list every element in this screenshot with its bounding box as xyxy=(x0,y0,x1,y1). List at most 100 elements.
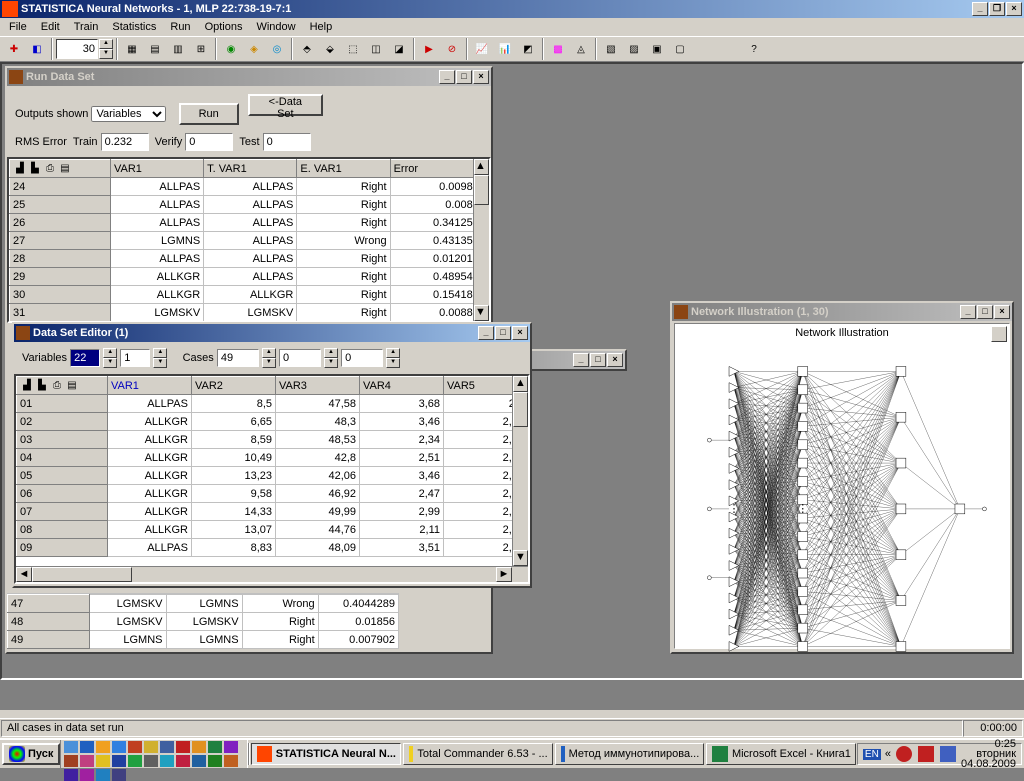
toolbar-btn[interactable]: ◫ xyxy=(365,38,387,60)
taskbar-item[interactable]: Microsoft Excel - Книга1 xyxy=(706,743,856,765)
toolbar-btn[interactable]: ▩ xyxy=(547,38,569,60)
ql-icon[interactable] xyxy=(64,755,78,767)
ql-icon[interactable] xyxy=(160,741,174,753)
ql-icon[interactable] xyxy=(160,755,174,767)
toolbar-btn[interactable]: ▶ xyxy=(418,38,440,60)
variables-input[interactable] xyxy=(70,349,100,367)
toolbar-btn[interactable]: ⊘ xyxy=(441,38,463,60)
minimize-icon[interactable]: _ xyxy=(439,70,455,84)
vscrollbar[interactable]: ▲ ▼ xyxy=(512,376,528,582)
ql-icon[interactable] xyxy=(112,741,126,753)
network-titlebar[interactable]: Network Illustration (1, 30) _ □ × xyxy=(672,303,1012,321)
toolbar-spinner[interactable]: ▲▼ xyxy=(99,39,113,59)
toolbar-btn[interactable]: ▥ xyxy=(167,38,189,60)
toolbar-btn[interactable]: ✚ xyxy=(3,38,25,60)
cases-input[interactable] xyxy=(217,349,259,367)
hscrollbar[interactable]: ◄ ► xyxy=(16,566,528,582)
train-value[interactable] xyxy=(101,133,149,151)
menu-run[interactable]: Run xyxy=(163,20,197,34)
run-button[interactable]: Run xyxy=(179,103,239,125)
close-icon[interactable]: × xyxy=(512,326,528,340)
ql-icon[interactable] xyxy=(112,769,126,781)
close-icon[interactable]: × xyxy=(607,353,623,367)
ql-icon[interactable] xyxy=(144,741,158,753)
toolbar-btn[interactable]: 📊 xyxy=(494,38,516,60)
ql-icon[interactable] xyxy=(208,741,222,753)
toolbar-btn[interactable]: ◈ xyxy=(243,38,265,60)
lang-indicator[interactable]: EN xyxy=(863,749,881,760)
taskbar-item[interactable]: Метод иммунотипирова... xyxy=(555,743,705,765)
toolbar-btn[interactable]: ⬚ xyxy=(342,38,364,60)
toolbar-btn[interactable]: ▤ xyxy=(144,38,166,60)
copy-icon[interactable] xyxy=(991,326,1007,342)
toolbar-btn[interactable]: ▨ xyxy=(623,38,645,60)
ql-icon[interactable] xyxy=(96,769,110,781)
ql-icon[interactable] xyxy=(80,769,94,781)
ql-icon[interactable] xyxy=(64,741,78,753)
tray-expand-icon[interactable]: « xyxy=(885,748,891,760)
toolbar-btn[interactable]: ◉ xyxy=(220,38,242,60)
toolbar-btn[interactable]: ◪ xyxy=(388,38,410,60)
ql-icon[interactable] xyxy=(96,755,110,767)
maximize-icon[interactable]: □ xyxy=(495,326,511,340)
toolbar-btn[interactable]: ◧ xyxy=(26,38,48,60)
close-icon[interactable]: × xyxy=(473,70,489,84)
maximize-icon[interactable]: □ xyxy=(977,305,993,319)
editor-grid[interactable]: ▟▙⎙▤VAR1VAR2VAR3VAR4VAR501ALLPAS8,547,58… xyxy=(14,374,530,584)
taskbar-item[interactable]: Total Commander 6.53 - ... xyxy=(403,743,553,765)
toolbar-btn[interactable]: ◬ xyxy=(570,38,592,60)
ql-icon[interactable] xyxy=(112,755,126,767)
toolbar-btn[interactable]: ⬙ xyxy=(319,38,341,60)
ql-icon[interactable] xyxy=(192,755,206,767)
run-titlebar[interactable]: Run Data Set _ □ × xyxy=(7,68,491,86)
taskbar-item-active[interactable]: STATISTICA Neural N... xyxy=(251,743,401,765)
minimize-icon[interactable]: _ xyxy=(960,305,976,319)
test-value[interactable] xyxy=(263,133,311,151)
menu-train[interactable]: Train xyxy=(67,20,106,34)
close-icon[interactable]: × xyxy=(994,305,1010,319)
clock[interactable]: 0:25 вторник 04.08.2009 xyxy=(961,739,1016,769)
menu-statistics[interactable]: Statistics xyxy=(105,20,163,34)
spinner[interactable]: ▲▼ xyxy=(386,348,400,368)
minimize-icon[interactable]: _ xyxy=(478,326,494,340)
toolbar-btn[interactable]: ⬘ xyxy=(296,38,318,60)
extra2-input[interactable] xyxy=(341,349,383,367)
ql-icon[interactable] xyxy=(128,755,142,767)
ql-icon[interactable] xyxy=(64,769,78,781)
ql-icon[interactable] xyxy=(80,741,94,753)
ql-icon[interactable] xyxy=(128,741,142,753)
menu-edit[interactable]: Edit xyxy=(34,20,67,34)
ql-icon[interactable] xyxy=(224,741,238,753)
toolbar-btn[interactable]: ◩ xyxy=(517,38,539,60)
tray-av-icon[interactable] xyxy=(896,746,912,762)
ql-icon[interactable] xyxy=(80,755,94,767)
minimize-icon[interactable]: _ xyxy=(573,353,589,367)
maximize-icon[interactable]: □ xyxy=(590,353,606,367)
editor-titlebar[interactable]: Data Set Editor (1) _ □ × xyxy=(14,324,530,342)
ql-icon[interactable] xyxy=(208,755,222,767)
toolbar-btn[interactable]: ▣ xyxy=(646,38,668,60)
verify-value[interactable] xyxy=(185,133,233,151)
run-grid[interactable]: ▟▙⎙▤VAR1T. VAR1E. VAR1Error24ALLPASALLPA… xyxy=(7,157,491,323)
tray-k-icon[interactable] xyxy=(918,746,934,762)
extra1-input[interactable] xyxy=(279,349,321,367)
menu-file[interactable]: File xyxy=(2,20,34,34)
ql-icon[interactable] xyxy=(96,741,110,753)
ql-icon[interactable] xyxy=(192,741,206,753)
toolbar-index-input[interactable] xyxy=(56,39,98,59)
vscrollbar[interactable]: ▲ ▼ xyxy=(473,159,489,321)
menu-window[interactable]: Window xyxy=(249,20,302,34)
spinner[interactable]: ▲▼ xyxy=(153,348,167,368)
maximize-button[interactable]: ❐ xyxy=(989,2,1005,16)
step-input[interactable] xyxy=(120,349,150,367)
maximize-icon[interactable]: □ xyxy=(456,70,472,84)
outputs-dropdown[interactable]: Variables xyxy=(91,106,166,122)
spinner[interactable]: ▲▼ xyxy=(324,348,338,368)
toolbar-btn[interactable]: ▢ xyxy=(669,38,691,60)
menu-help[interactable]: Help xyxy=(303,20,340,34)
ql-icon[interactable] xyxy=(224,755,238,767)
ql-icon[interactable] xyxy=(176,741,190,753)
toolbar-btn[interactable]: ◎ xyxy=(266,38,288,60)
ql-icon[interactable] xyxy=(176,755,190,767)
start-button[interactable]: Пуск xyxy=(2,743,60,765)
